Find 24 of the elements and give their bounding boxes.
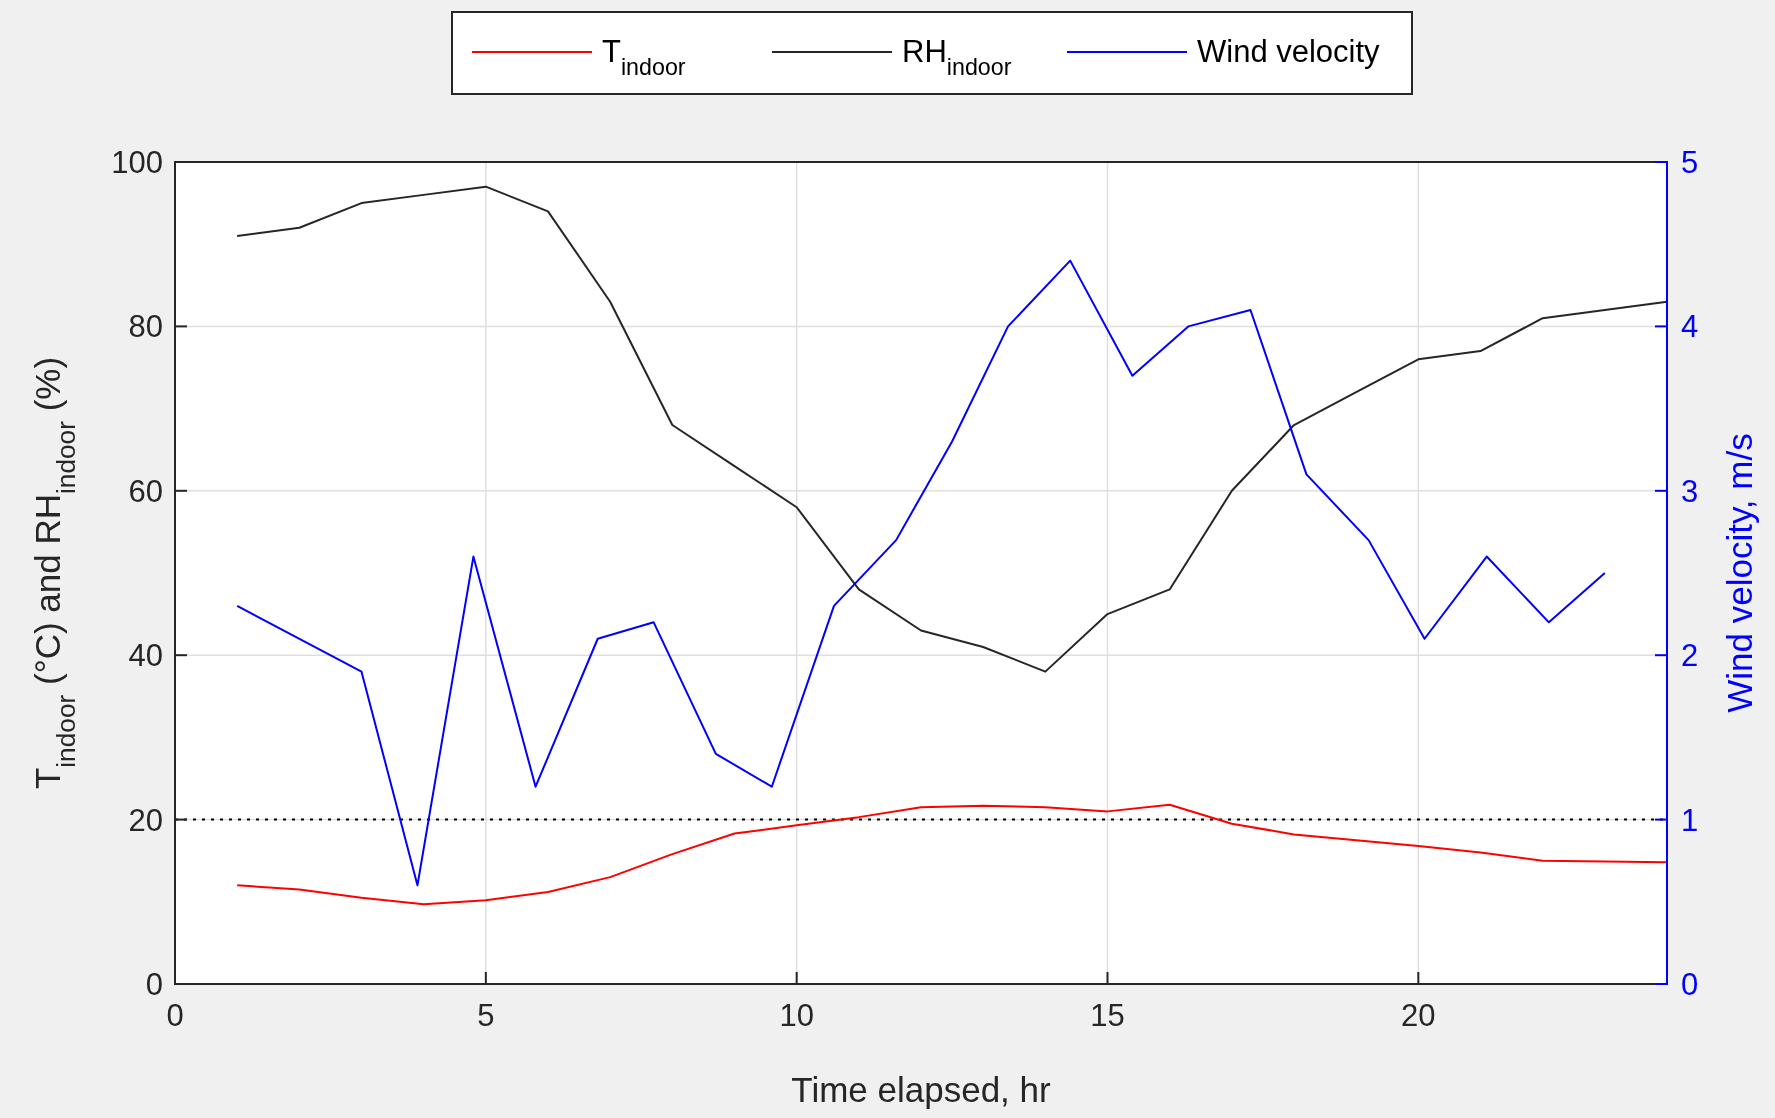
legend-label: RH$_{indoor}$ (902, 34, 1012, 80)
y-tick-label: 60 (128, 473, 163, 509)
x-tick-label: 5 (477, 998, 495, 1033)
x-tick-label: 20 (1401, 998, 1436, 1033)
y2-axis-title: Wind velocity, m/s (1720, 433, 1759, 713)
y2-tick-label: 5 (1681, 145, 1699, 180)
x-tick-label: 15 (1090, 998, 1125, 1033)
line-series (236, 803, 1668, 906)
y-tick-label: 0 (145, 967, 163, 1002)
y2-tick-label: 1 (1681, 802, 1699, 838)
y2-tick-label: 3 (1681, 473, 1699, 509)
y-tick-label: 80 (128, 309, 163, 345)
line-series (236, 185, 1668, 673)
line-series (236, 259, 1606, 887)
y2-tick-label: 4 (1681, 309, 1699, 345)
y-tick-label: 100 (111, 145, 163, 180)
legend-label: T$_{indoor}$ (602, 34, 686, 80)
y2-tick-label: 0 (1681, 967, 1699, 1002)
x-axis-title: Time elapsed, hr (791, 1070, 1052, 1109)
x-tick-label: 10 (779, 998, 814, 1033)
y-tick-label: 40 (128, 638, 163, 674)
legend-label: Wind velocity (1197, 34, 1381, 69)
y-tick-label: 20 (128, 802, 163, 838)
y2-tick-label: 2 (1681, 638, 1699, 674)
